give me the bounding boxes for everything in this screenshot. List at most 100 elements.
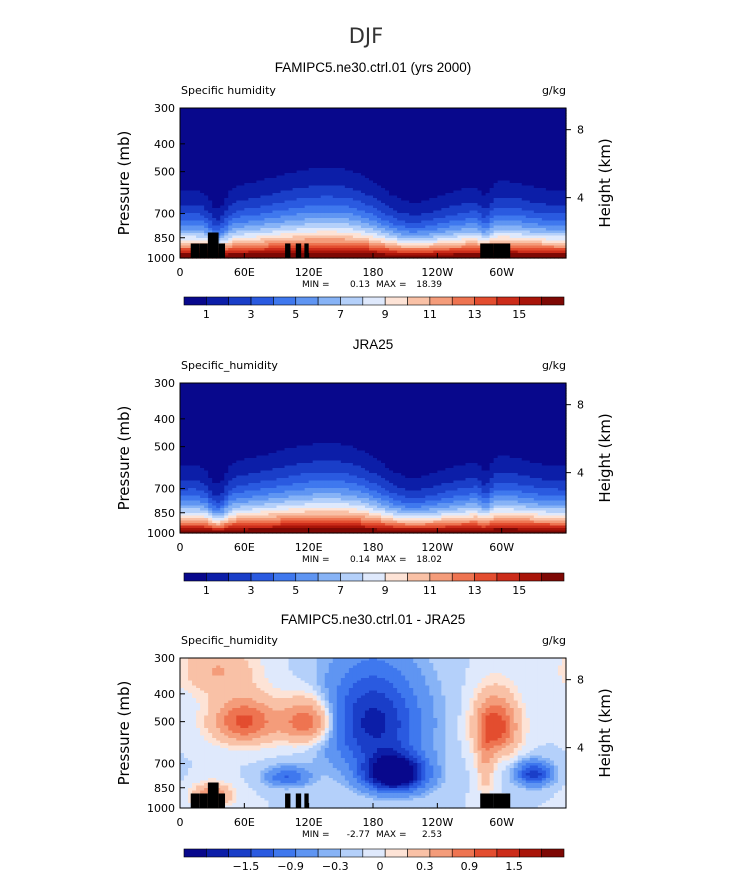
field-cell xyxy=(529,140,535,144)
field-cell xyxy=(272,140,278,144)
field-cell xyxy=(248,138,253,142)
field-cell xyxy=(212,133,217,137)
field-cell xyxy=(336,113,342,117)
field-cell xyxy=(445,133,450,137)
field-cell xyxy=(252,108,257,112)
field-cell xyxy=(525,133,531,137)
field-cell xyxy=(196,140,201,144)
field-cell xyxy=(368,108,374,112)
field-cell xyxy=(224,120,229,124)
field-cell xyxy=(196,143,201,147)
field-cell xyxy=(232,113,237,117)
field-cell xyxy=(368,123,374,127)
field-cell xyxy=(525,108,531,112)
field-cell xyxy=(541,138,547,142)
field-cell xyxy=(220,110,225,114)
field-cell xyxy=(477,123,483,127)
field-cell xyxy=(481,135,487,139)
field-cell xyxy=(352,130,358,134)
field-cell xyxy=(292,125,298,129)
field-cell xyxy=(220,120,225,124)
field-cell xyxy=(364,113,370,117)
field-cell xyxy=(312,123,318,127)
field-cell xyxy=(192,118,197,122)
field-cell xyxy=(501,115,507,119)
field-cell xyxy=(425,133,430,137)
field-cell xyxy=(272,135,278,139)
field-cell xyxy=(373,140,378,144)
field-cell xyxy=(352,125,358,129)
field-cell xyxy=(188,110,193,114)
field-cell xyxy=(549,133,555,137)
field-cell xyxy=(348,123,354,127)
field-cell xyxy=(212,123,217,127)
field-cell xyxy=(517,110,523,114)
field-cell xyxy=(260,130,266,134)
field-cell xyxy=(385,120,390,124)
field-cell xyxy=(513,138,519,142)
field-cell xyxy=(308,135,314,139)
field-cell xyxy=(437,140,442,144)
field-cell xyxy=(449,128,455,132)
field-cell xyxy=(521,128,527,132)
field-cell xyxy=(485,110,491,114)
field-cell xyxy=(220,130,225,134)
field-cell xyxy=(296,118,302,122)
field-cell xyxy=(477,120,483,124)
field-cell xyxy=(509,140,515,144)
field-cell xyxy=(356,143,362,147)
field-cell xyxy=(541,125,547,129)
field-cell xyxy=(533,120,539,124)
field-cell xyxy=(393,128,398,132)
field-cell xyxy=(469,120,475,124)
field-cell xyxy=(545,130,551,134)
field-cell xyxy=(344,120,350,124)
field-cell xyxy=(389,135,394,139)
field-cell xyxy=(449,140,455,144)
field-cell xyxy=(332,113,338,117)
field-cell xyxy=(549,115,555,119)
field-cell xyxy=(409,138,414,142)
field-cell xyxy=(284,130,290,134)
field-cell xyxy=(441,120,446,124)
field-cell xyxy=(445,125,450,129)
field-cell xyxy=(216,143,221,147)
field-cell xyxy=(393,123,398,127)
field-cell xyxy=(324,135,330,139)
field-cell xyxy=(393,120,398,124)
field-cell xyxy=(340,133,346,137)
field-cell xyxy=(433,108,438,112)
field-cell xyxy=(457,123,463,127)
field-cell xyxy=(489,123,495,127)
field-cell xyxy=(489,130,495,134)
field-cell xyxy=(473,128,479,132)
field-cell xyxy=(232,108,237,112)
field-cell xyxy=(493,135,499,139)
field-cell xyxy=(284,125,290,129)
field-cell xyxy=(433,128,438,132)
field-cell xyxy=(561,110,567,114)
field-cell xyxy=(288,113,294,117)
field-cell xyxy=(461,110,467,114)
field-cell xyxy=(324,120,330,124)
field-cell xyxy=(328,140,334,144)
field-cell xyxy=(236,143,241,147)
field-cell xyxy=(280,128,286,132)
field-cell xyxy=(356,123,362,127)
field-cell xyxy=(525,125,531,129)
field-cell xyxy=(268,143,274,147)
field-cell xyxy=(292,115,298,119)
field-cell xyxy=(533,125,539,129)
field-cell xyxy=(352,140,358,144)
field-cell xyxy=(308,138,314,142)
field-cell xyxy=(453,115,459,119)
field-cell xyxy=(192,138,197,142)
field-cell xyxy=(336,133,342,137)
field-cell xyxy=(344,110,350,114)
field-cell xyxy=(248,110,253,114)
field-cell xyxy=(200,143,205,147)
field-cell xyxy=(545,123,551,127)
field-cell xyxy=(389,115,394,119)
field-cell xyxy=(433,110,438,114)
field-cell xyxy=(328,108,334,112)
